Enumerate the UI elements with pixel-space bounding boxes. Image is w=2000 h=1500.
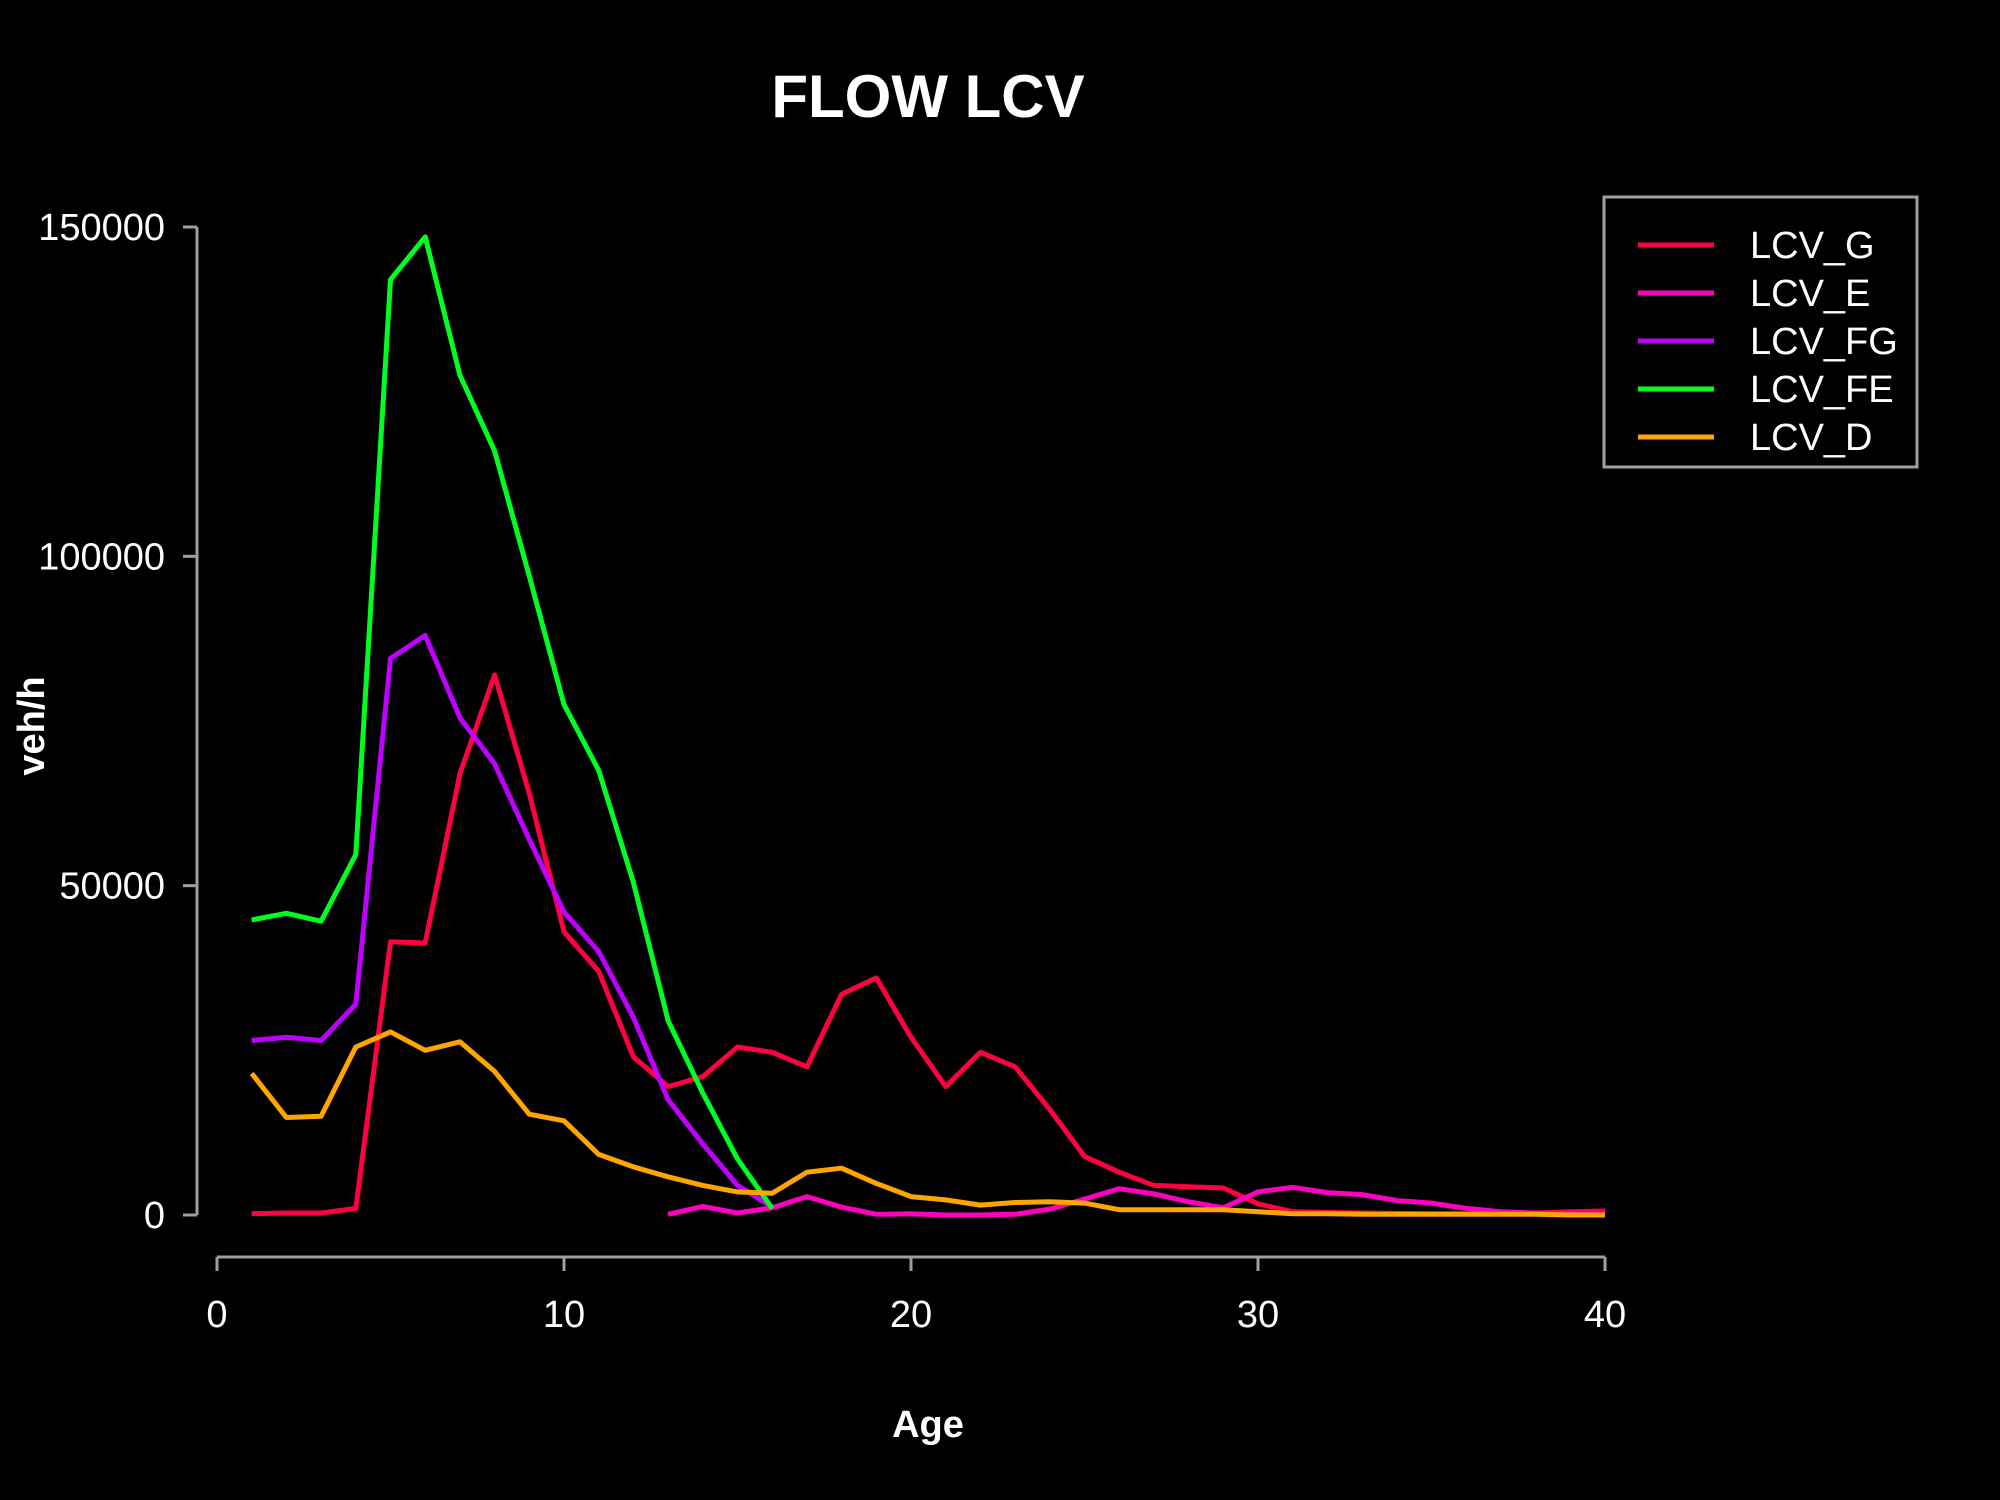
y-tick-label: 0: [144, 1195, 165, 1237]
x-tick-label: 20: [890, 1294, 932, 1336]
series-line-lcv-d: [249, 1029, 1605, 1218]
legend-label: LCV_G: [1750, 225, 1875, 267]
chart-title: FLOW LCV: [771, 63, 1084, 130]
axes: 0 10 20 30 40 0 50000 100000 150000: [38, 207, 1626, 1336]
legend-label: LCV_E: [1750, 273, 1870, 315]
x-tick-label: 10: [543, 1294, 585, 1336]
y-tick-label: 150000: [38, 207, 165, 249]
legend-label: LCV_D: [1750, 417, 1873, 459]
y-tick-label: 100000: [38, 536, 165, 578]
legend-label: LCV_FG: [1750, 321, 1898, 363]
series-line-lcv-fe: [251, 234, 775, 1210]
x-tick-label: 0: [206, 1294, 227, 1336]
x-tick-label: 40: [1584, 1294, 1626, 1336]
x-axis-label: Age: [892, 1404, 964, 1446]
series-line-lcv-fg: [251, 632, 774, 1210]
y-axis-label: veh/h: [11, 676, 53, 775]
legend-box: [1602, 195, 1919, 469]
legend-label: LCV_FE: [1750, 369, 1894, 411]
y-tick-label: 50000: [59, 866, 165, 908]
series-line-lcv-e: [667, 1184, 1606, 1218]
x-tick-label: 30: [1237, 1294, 1279, 1336]
series-lines: [249, 234, 1606, 1218]
legend: LCV_G LCV_E LCV_FG LCV_FE LCV_D: [1602, 195, 1919, 469]
